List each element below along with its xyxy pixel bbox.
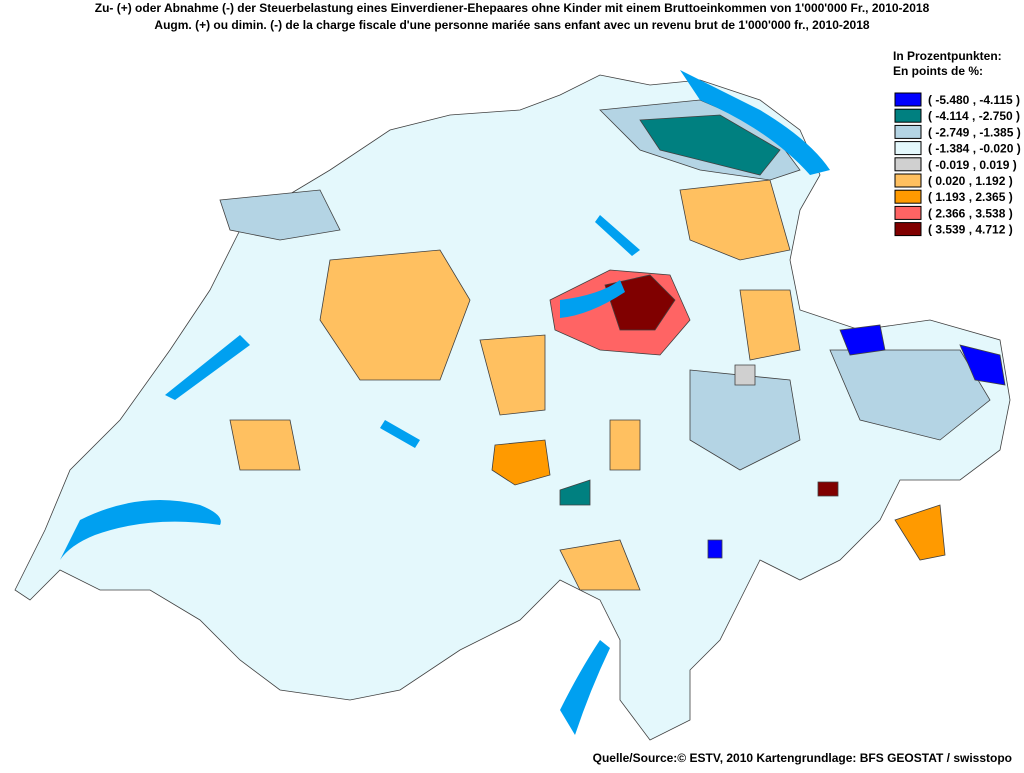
- map: [14, 74, 1011, 741]
- legend-swatch: [894, 92, 922, 107]
- legend-label: ( 2.366 , 3.538 ): [928, 206, 1013, 220]
- legend-swatch: [894, 222, 922, 237]
- legend-label: ( -5.480 , -4.115 ): [928, 93, 1020, 107]
- legend-swatch: [894, 141, 922, 156]
- region: [959, 344, 1006, 386]
- legend-label: ( -1.384 , -0.020 ): [928, 142, 1021, 156]
- region: [319, 249, 471, 381]
- region: [479, 334, 546, 416]
- region: [689, 369, 801, 471]
- region: [219, 189, 341, 241]
- region: [839, 324, 886, 356]
- region: [639, 114, 781, 176]
- lake: [60, 500, 221, 560]
- region: [609, 419, 641, 471]
- legend-swatch: [894, 124, 922, 139]
- legend-swatch: [894, 157, 922, 172]
- lake: [680, 70, 830, 175]
- legend-swatch: [894, 173, 922, 188]
- lake: [560, 640, 610, 735]
- lake: [380, 420, 420, 448]
- lakes: [60, 70, 830, 735]
- lake: [595, 215, 640, 256]
- region: [679, 179, 791, 261]
- region: [829, 349, 991, 441]
- legend-label: ( -0.019 , 0.019 ): [928, 158, 1017, 172]
- legend-label: ( 1.193 , 2.365 ): [928, 190, 1013, 204]
- legend-label: ( -4.114 , -2.750 ): [928, 109, 1020, 123]
- region: [739, 289, 801, 361]
- title-de: Zu- (+) oder Abnahme (-) der Steuerbelas…: [95, 1, 930, 15]
- legend-swatch: [894, 108, 922, 123]
- legend-label: ( 3.539 , 4.712 ): [928, 223, 1013, 237]
- region: [229, 419, 301, 471]
- region: [559, 539, 641, 591]
- region: [734, 364, 756, 386]
- lake: [165, 335, 250, 400]
- legend-heading: In Prozentpunkten:: [893, 49, 1002, 63]
- title-fr: Augm. (+) ou dimin. (-) de la charge fis…: [154, 18, 869, 32]
- region: [707, 539, 723, 559]
- region: [894, 504, 946, 561]
- legend-label: ( 0.020 , 1.192 ): [928, 174, 1013, 188]
- legend-swatch: [894, 189, 922, 204]
- legend-label: ( -2.749 , -1.385 ): [928, 125, 1021, 139]
- region: [817, 481, 839, 497]
- region: [559, 479, 591, 506]
- legend-heading: En points de %:: [893, 64, 983, 78]
- legend-swatch: [894, 205, 922, 220]
- source: Quelle/Source:© ESTV, 2010 Kartengrundla…: [593, 751, 1012, 765]
- lake: [560, 280, 625, 318]
- legend: In Prozentpunkten: En points de %: ( -5.…: [893, 49, 1021, 237]
- region: [491, 439, 551, 486]
